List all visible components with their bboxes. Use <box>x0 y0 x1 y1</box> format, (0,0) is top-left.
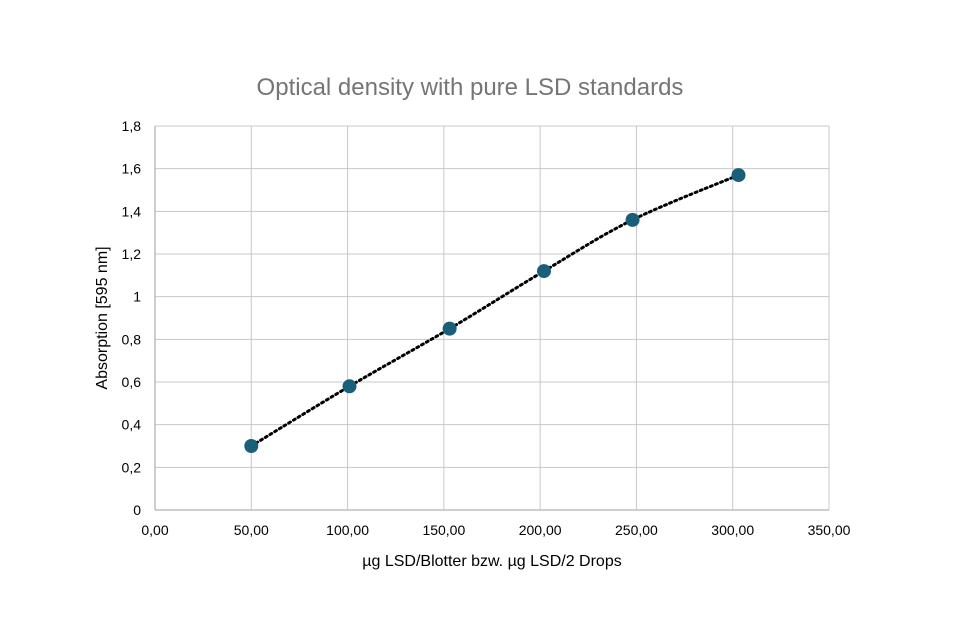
y-tick-label: 0,6 <box>122 374 142 390</box>
data-points <box>244 168 746 453</box>
y-axis-label: Absorption [595 nm] <box>94 246 111 389</box>
x-tick-label: 200,00 <box>519 522 562 538</box>
x-tick-labels: 0,00 50,00 100,00 150,00 200,00 250,00 300,00 3… <box>141 522 850 538</box>
y-tick-label: 1,8 <box>122 118 142 134</box>
y-tick-label: 0,4 <box>122 417 142 433</box>
y-tick-label: 1,4 <box>122 203 142 219</box>
trendline <box>249 173 740 448</box>
x-tick-label: 50,00 <box>234 522 269 538</box>
data-point <box>731 168 746 183</box>
y-tick-label: 0,2 <box>122 459 142 475</box>
x-tick-label: 300,00 <box>711 522 754 538</box>
y-tick-label: 0 <box>133 502 141 518</box>
y-tick-label: 1,6 <box>122 161 142 177</box>
x-tick-label: 100,00 <box>326 522 369 538</box>
y-tick-label: 1,2 <box>122 246 142 262</box>
x-tick-label: 350,00 <box>808 522 851 538</box>
data-point <box>244 439 259 453</box>
data-point <box>342 379 357 394</box>
data-point <box>536 264 551 279</box>
grid <box>154 125 830 511</box>
y-tick-label: 1 <box>133 289 141 305</box>
y-tick-label: 0,8 <box>122 331 142 347</box>
x-tick-label: 0,00 <box>141 522 168 538</box>
x-axis-label: µg LSD/Blotter bzw. µg LSD/2 Drops <box>362 553 621 570</box>
y-tick-labels: 0 0,2 0,4 0,6 0,8 1 1,2 1,4 1,6 1,8 <box>122 118 142 518</box>
x-tick-label: 150,00 <box>422 522 465 538</box>
data-point <box>625 212 640 227</box>
x-tick-label: 250,00 <box>615 522 658 538</box>
data-point <box>442 321 457 336</box>
chart-title: Optical density with pure LSD standards <box>257 74 684 101</box>
